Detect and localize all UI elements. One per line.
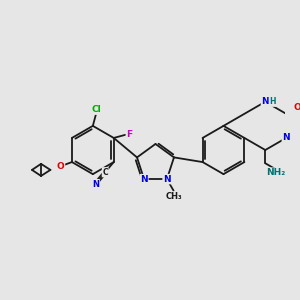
Text: C: C — [102, 168, 108, 177]
Text: H: H — [269, 97, 276, 106]
Text: CH₃: CH₃ — [165, 192, 182, 201]
Text: N: N — [282, 134, 290, 142]
Text: Cl: Cl — [92, 105, 101, 114]
Text: F: F — [126, 130, 133, 139]
Text: O: O — [57, 162, 64, 171]
Text: N: N — [140, 175, 148, 184]
Text: NH₂: NH₂ — [266, 168, 285, 177]
Text: NH₂: NH₂ — [268, 169, 286, 178]
Text: N: N — [163, 175, 171, 184]
Text: N: N — [92, 180, 99, 189]
Text: N: N — [262, 97, 269, 106]
Text: O: O — [294, 103, 300, 112]
